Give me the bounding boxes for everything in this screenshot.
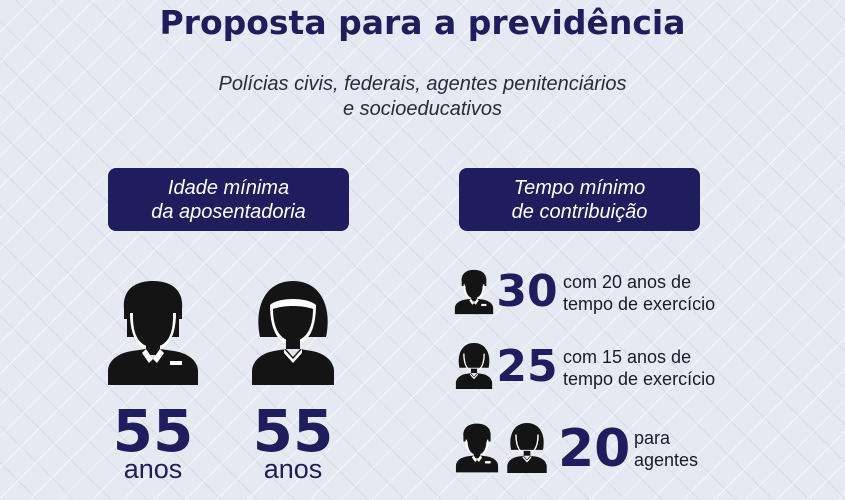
row-3-man-icon	[455, 422, 499, 474]
man-silhouette-icon	[106, 279, 200, 387]
subtitle-line-2: e socioeducativos	[343, 98, 502, 120]
row-3-woman-icon	[506, 422, 548, 474]
row-3-value: 20	[558, 419, 631, 479]
woman-silhouette-icon	[250, 279, 336, 387]
woman-age-unit: anos	[263, 454, 323, 484]
min-age-header-line-2: da aposentadoria	[151, 200, 306, 223]
row-1-note: com 20 anos de tempo de exercício	[563, 271, 715, 315]
row-2-woman-icon	[455, 342, 493, 390]
row-2-note: com 15 anos de tempo de exercício	[563, 346, 715, 390]
row-2-note-line-1: com 15 anos de	[563, 347, 692, 367]
subtitle-line-1: Polícias civis, federais, agentes penite…	[218, 73, 627, 95]
woman-age-value: 55	[252, 397, 334, 465]
page-title: Proposta para a previdência	[159, 3, 686, 42]
min-age-header: Idade mínima da aposentadoria	[108, 168, 349, 231]
min-contribution-header-line-2: de contribuição	[511, 200, 648, 223]
row-2-note-line-2: tempo de exercício	[563, 369, 716, 389]
row-2-value: 25	[496, 341, 558, 392]
subtitle: Polícias civis, federais, agentes penite…	[130, 72, 715, 122]
row-3-note-line-1: para	[634, 428, 671, 448]
row-1-man-icon	[454, 268, 494, 316]
min-contribution-header-line-1: Tempo mínimo	[513, 176, 646, 199]
row-3-note: para agentes	[634, 427, 698, 471]
row-1-note-line-2: tempo de exercício	[563, 294, 716, 314]
row-1-value: 30	[496, 266, 558, 317]
row-1-note-line-1: com 20 anos de	[563, 272, 692, 292]
min-contribution-header: Tempo mínimo de contribuição	[459, 168, 700, 231]
row-3-note-line-2: agentes	[634, 450, 699, 470]
min-age-header-line-1: Idade mínima	[167, 176, 290, 199]
man-age-unit: anos	[123, 454, 183, 484]
man-age-value: 55	[112, 397, 194, 465]
